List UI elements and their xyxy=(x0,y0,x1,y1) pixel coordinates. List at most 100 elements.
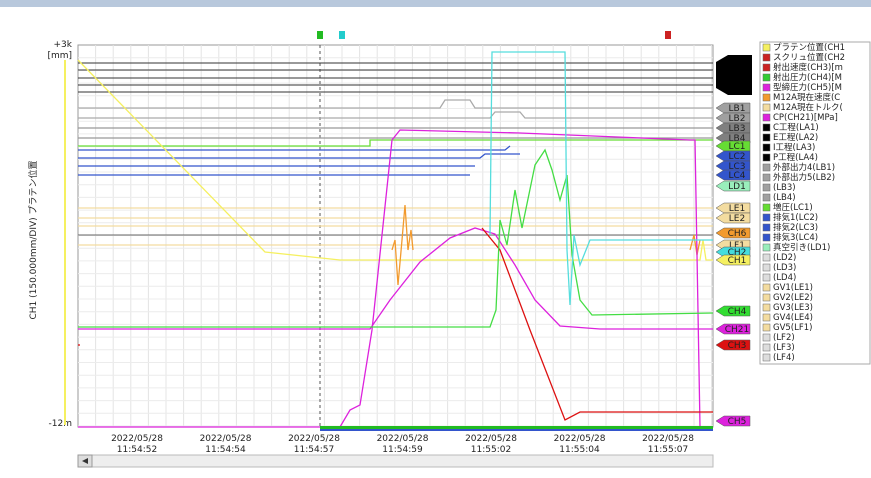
axis-top-label: +3k xyxy=(54,40,73,50)
legend-label: (LF4) xyxy=(773,353,795,363)
channel-tag[interactable] xyxy=(715,339,751,351)
trace xyxy=(689,234,701,256)
marker[interactable] xyxy=(665,31,671,39)
trace xyxy=(78,139,713,147)
channel-tag[interactable] xyxy=(715,227,751,239)
legend-label: (LD2) xyxy=(773,253,796,263)
channel-tag[interactable] xyxy=(715,102,751,114)
legend-label: P工程(LA4) xyxy=(773,153,818,163)
x-date-label: 2022/05/28 xyxy=(200,434,252,444)
legend-swatch[interactable] xyxy=(762,193,771,202)
x-time-label: 11:55:04 xyxy=(559,445,600,455)
legend-swatch[interactable] xyxy=(762,63,771,72)
channel-tag[interactable] xyxy=(715,212,751,224)
channel-tag-label: CH2 xyxy=(728,248,747,258)
legend-swatch[interactable] xyxy=(762,323,771,332)
channel-tag-label: LE2 xyxy=(729,214,745,224)
channel-tag[interactable] xyxy=(715,150,751,162)
channel-tag[interactable] xyxy=(715,323,751,335)
channel-tag-label: CH5 xyxy=(728,417,747,427)
scrollbar[interactable] xyxy=(77,454,714,468)
legend-swatch[interactable] xyxy=(762,153,771,162)
legend-swatch[interactable] xyxy=(762,343,771,352)
channel-tag[interactable] xyxy=(715,415,751,427)
x-date-label: 2022/05/28 xyxy=(288,434,340,444)
legend-label: 排気3(LC4) xyxy=(773,232,818,243)
legend-swatch[interactable] xyxy=(762,203,771,212)
legend-swatch[interactable] xyxy=(762,113,771,122)
legend-label: GV3(LE3) xyxy=(773,303,813,313)
traces xyxy=(77,51,714,431)
channel-tag[interactable] xyxy=(715,160,751,172)
legend-swatch[interactable] xyxy=(762,83,771,92)
legend-label: 射出圧力(CH4)[M xyxy=(773,72,842,83)
legend-swatch[interactable] xyxy=(762,123,771,132)
legend-swatch[interactable] xyxy=(762,243,771,252)
legend-swatch[interactable] xyxy=(762,213,771,222)
legend-swatch[interactable] xyxy=(762,53,771,62)
legend-label: (LD3) xyxy=(773,263,796,273)
x-date-label: 2022/05/28 xyxy=(377,434,429,444)
legend-swatch[interactable] xyxy=(762,293,771,302)
legend-label: プラテン位置(CH1 xyxy=(773,42,845,53)
marker[interactable] xyxy=(317,31,323,39)
legend-swatch[interactable] xyxy=(762,163,771,172)
legend-swatch[interactable] xyxy=(762,303,771,312)
axis-title: CH1 (150.000mm/DIV) プラテン位置 xyxy=(27,160,39,319)
range-bar xyxy=(320,426,713,429)
legend-label: 増圧(LC1) xyxy=(773,202,813,213)
legend-label: GV2(LE2) xyxy=(773,293,813,303)
channel-tag-label: LB3 xyxy=(729,124,746,134)
legend-label: GV4(LE4) xyxy=(773,313,813,323)
channel-tag-label: CH4 xyxy=(728,307,747,317)
channel-tag[interactable] xyxy=(715,202,751,214)
marker[interactable] xyxy=(339,31,345,39)
legend-swatch[interactable] xyxy=(762,233,771,242)
legend-swatch[interactable] xyxy=(762,273,771,282)
legend-swatch[interactable] xyxy=(762,143,771,152)
x-time-label: 11:54:57 xyxy=(294,445,334,455)
channel-tag[interactable] xyxy=(715,180,751,192)
legend-swatch[interactable] xyxy=(762,333,771,342)
legend-swatch[interactable] xyxy=(762,103,771,112)
legend-swatch[interactable] xyxy=(762,313,771,322)
x-date-label: 2022/05/28 xyxy=(111,434,163,444)
channel-tag-label: LB1 xyxy=(729,104,746,114)
legend-label: (LD4) xyxy=(773,273,796,283)
channel-tag-label: LB2 xyxy=(729,114,746,124)
legend-swatch[interactable] xyxy=(762,353,771,362)
channel-tag[interactable] xyxy=(715,169,751,181)
legend-label: 射出速度(CH3)[m xyxy=(773,62,843,73)
black-tag xyxy=(716,55,752,95)
channel-tag[interactable] xyxy=(715,140,751,152)
legend-swatch[interactable] xyxy=(762,183,771,192)
trace xyxy=(77,59,713,261)
legend-swatch[interactable] xyxy=(762,223,771,232)
legend-box xyxy=(759,41,871,365)
legend-swatch[interactable] xyxy=(762,133,771,142)
channel-tag-label: CH21 xyxy=(725,325,750,335)
x-date-label: 2022/05/28 xyxy=(554,434,606,444)
x-time-label: 11:54:52 xyxy=(117,445,157,455)
legend-swatch[interactable] xyxy=(762,173,771,182)
scroll-arrow xyxy=(82,458,88,464)
channel-tag[interactable] xyxy=(715,112,751,124)
legend-label: 外部出力5(LB2) xyxy=(773,172,835,183)
channel-tag-label: LC1 xyxy=(728,142,745,152)
channel-tag[interactable] xyxy=(715,305,751,317)
legend-swatch[interactable] xyxy=(762,43,771,52)
legend-label: 外部出力4(LB1) xyxy=(773,162,835,173)
legend-swatch[interactable] xyxy=(762,73,771,82)
trace xyxy=(391,204,414,286)
trace xyxy=(78,129,713,428)
channel-tag-label: LF1 xyxy=(729,241,745,251)
channel-tag-label: LD1 xyxy=(728,182,746,192)
channel-tag[interactable] xyxy=(715,254,751,266)
legend-swatch[interactable] xyxy=(762,93,771,102)
legend-swatch[interactable] xyxy=(762,283,771,292)
channel-tag[interactable] xyxy=(715,122,751,134)
legend-label: 排気1(LC2) xyxy=(773,212,818,223)
legend-swatch[interactable] xyxy=(762,263,771,272)
legend-swatch[interactable] xyxy=(762,253,771,262)
range-bar xyxy=(320,429,713,431)
